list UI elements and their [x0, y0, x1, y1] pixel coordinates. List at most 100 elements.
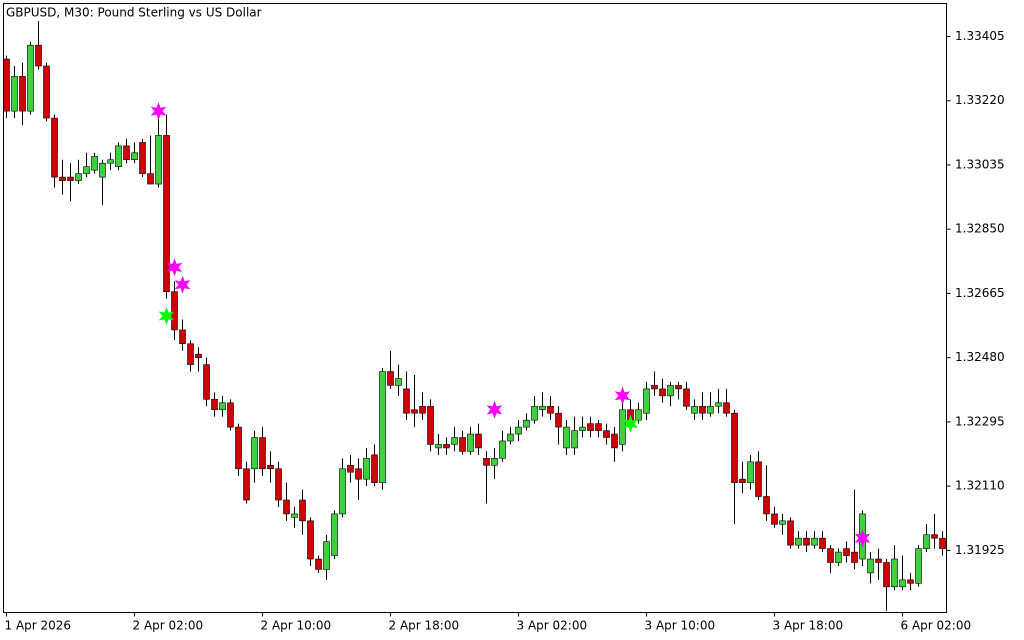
candle-body: [379, 371, 386, 483]
candle-body: [779, 520, 786, 525]
candle-body: [267, 464, 274, 470]
candle-body: [723, 402, 730, 414]
candle-body: [203, 364, 210, 400]
signal-star: [174, 275, 191, 294]
plot-frame: [3, 3, 947, 613]
candle-body: [675, 385, 682, 390]
candle-body: [603, 430, 610, 438]
candle-body: [611, 433, 618, 449]
candle-body: [643, 388, 650, 414]
candle-body: [867, 558, 874, 574]
candle-body: [91, 155, 98, 171]
candle-body: [731, 412, 738, 483]
candle-body: [179, 329, 186, 345]
candle-body: [459, 437, 466, 452]
candle-body: [323, 541, 330, 570]
candle-body: [387, 371, 394, 386]
candle-body: [483, 458, 490, 466]
candle-body: [835, 551, 842, 563]
candle-body: [899, 579, 906, 588]
candle-body: [827, 548, 834, 563]
y-tick-label: 1.33405: [955, 29, 1005, 43]
x-tick-label: 1 Apr 2026: [5, 619, 72, 633]
candle-body: [763, 496, 770, 515]
candle-body: [131, 152, 138, 161]
candle-body: [139, 142, 146, 174]
candle-body: [547, 405, 554, 414]
candle-body: [707, 405, 714, 414]
candle-body: [59, 176, 66, 181]
signal-star: [150, 102, 167, 121]
candle-body: [115, 145, 122, 167]
candle-body: [699, 405, 706, 414]
candle-body: [931, 534, 938, 539]
candle-body: [691, 405, 698, 414]
candle-body: [499, 440, 506, 459]
y-tick-label: 1.31925: [955, 543, 1005, 557]
candle-body: [923, 534, 930, 549]
candle-body: [891, 558, 898, 588]
candle-body: [299, 499, 306, 522]
candle-body: [155, 135, 162, 185]
candle-body: [851, 551, 858, 563]
candle-body: [27, 44, 34, 112]
candle-body: [435, 444, 442, 449]
signal-star: [486, 400, 503, 419]
candle-body: [843, 548, 850, 556]
candle-body: [243, 468, 250, 501]
candle-body: [571, 430, 578, 449]
candle-body: [531, 405, 538, 421]
candle-body: [163, 135, 170, 292]
candle-body: [195, 353, 202, 358]
y-tick-label: 1.33035: [955, 157, 1005, 171]
candle-body: [635, 409, 642, 421]
chart-title: GBPUSD, M30: Pound Sterling vs US Dollar: [6, 6, 262, 20]
candle-body: [123, 145, 130, 161]
candle-body: [227, 402, 234, 428]
candle-body: [3, 58, 10, 112]
candle-body: [875, 558, 882, 563]
candle-body: [35, 44, 42, 67]
candle-body: [259, 437, 266, 470]
candle-body: [651, 385, 658, 390]
candle-body: [795, 537, 802, 546]
candle-body: [211, 399, 218, 411]
candle-body: [715, 402, 722, 407]
candle-body: [523, 419, 530, 428]
x-tick-label: 3 Apr 02:00: [517, 619, 588, 633]
candle-body: [347, 464, 354, 473]
candle-body: [683, 388, 690, 407]
candle-body: [283, 499, 290, 515]
candle-body: [939, 537, 946, 549]
candle-body: [419, 405, 426, 414]
candle-body: [443, 444, 450, 449]
y-tick-label: 1.32850: [955, 222, 1005, 236]
candle-body: [363, 458, 370, 480]
candle-body: [251, 437, 258, 470]
candle-body: [291, 513, 298, 518]
signal-star: [158, 307, 175, 325]
candle-body: [579, 426, 586, 431]
candle-body: [451, 437, 458, 445]
candle-body: [83, 166, 90, 174]
candle-body: [915, 548, 922, 584]
candle-body: [43, 65, 50, 119]
candle-body: [771, 513, 778, 525]
candle-body: [491, 458, 498, 466]
candle-body: [331, 513, 338, 556]
candle-body: [539, 405, 546, 411]
candle-body: [467, 433, 474, 452]
y-tick-label: 1.32480: [955, 350, 1005, 364]
y-tick-label: 1.32665: [955, 286, 1005, 300]
candle-body: [99, 162, 106, 178]
candle-body: [659, 388, 666, 397]
y-tick-label: 1.33220: [955, 93, 1005, 107]
candle-body: [883, 562, 890, 588]
candle-body: [427, 405, 434, 445]
candle-body: [187, 343, 194, 365]
candle-body: [19, 76, 26, 112]
candle-body: [507, 433, 514, 442]
candle-body: [75, 173, 82, 181]
candle-body: [907, 579, 914, 584]
